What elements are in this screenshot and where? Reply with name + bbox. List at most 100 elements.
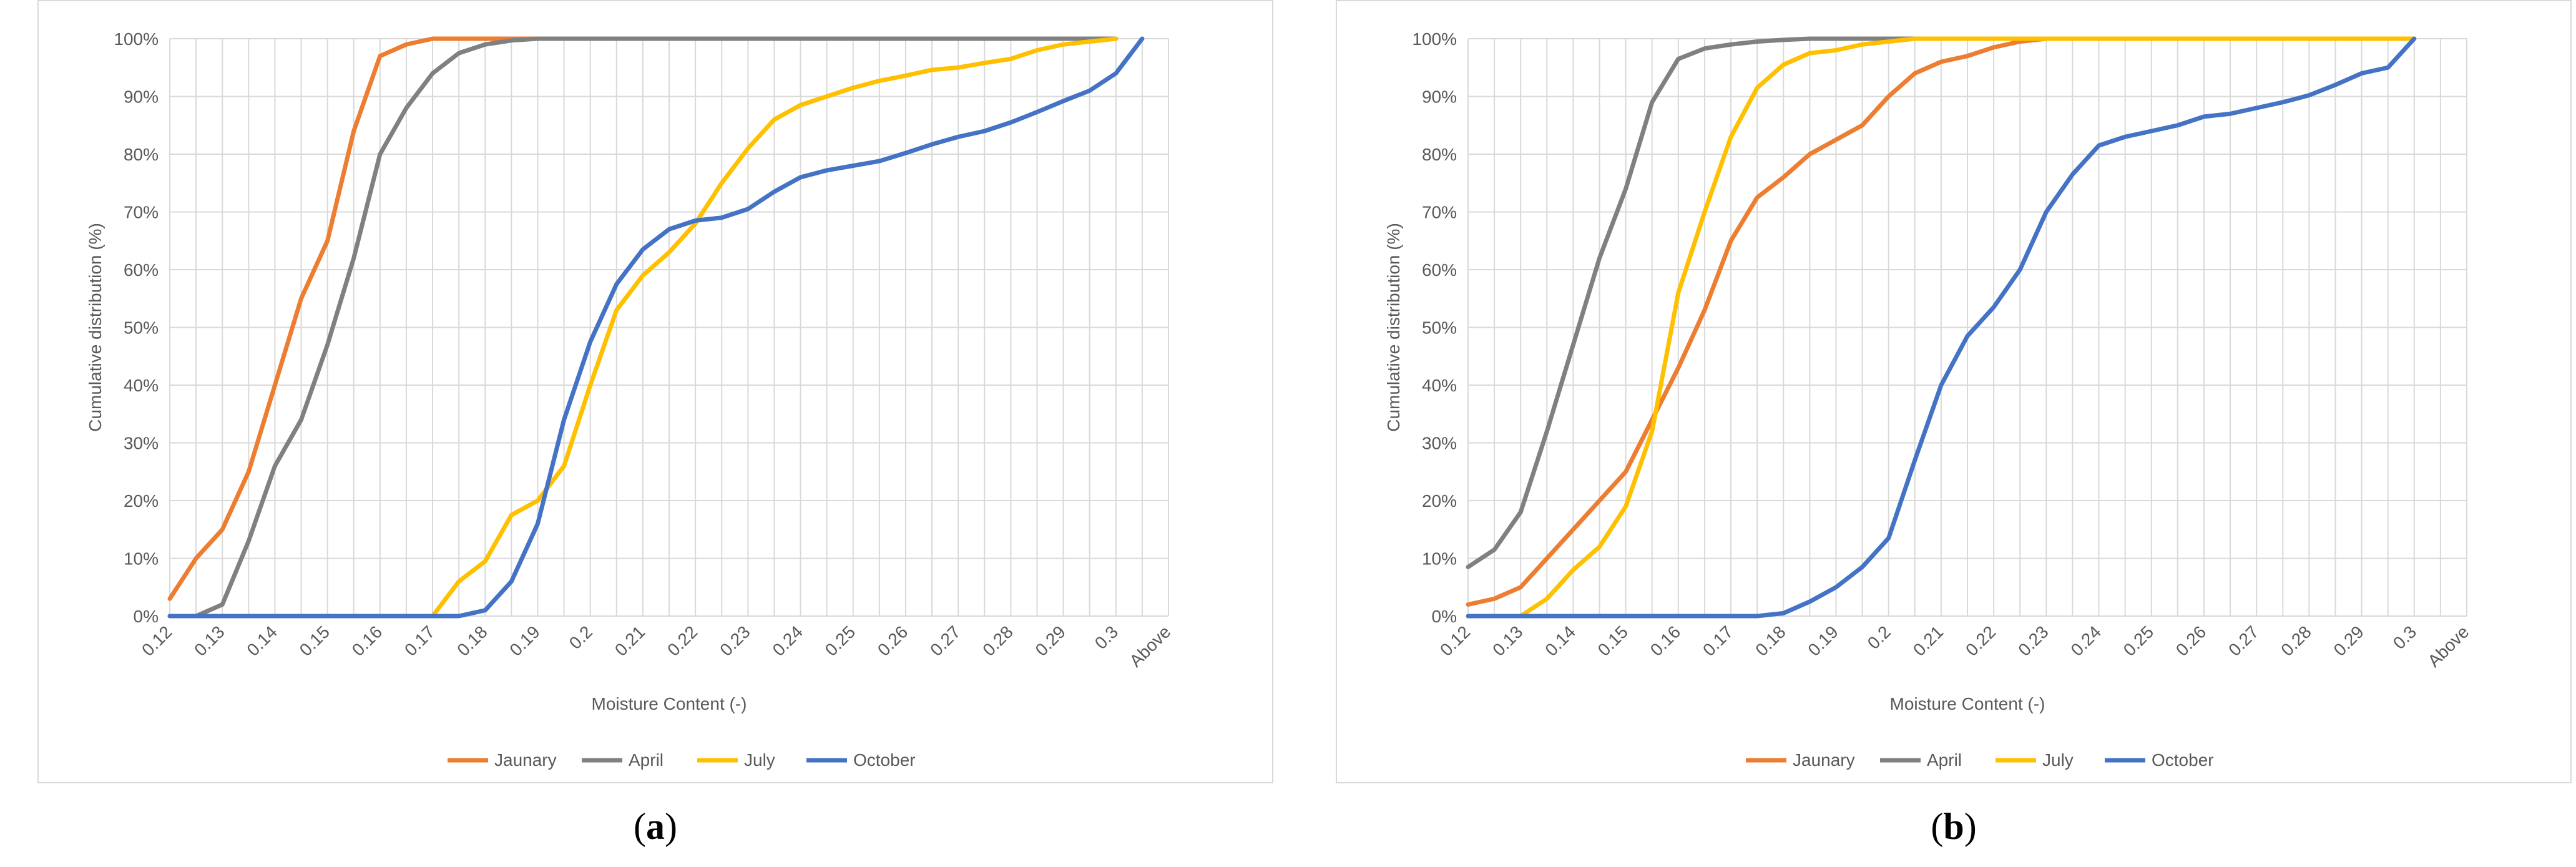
legend-item-jaunary: Jaunary	[1746, 750, 1855, 770]
x-tick-label: 0.12	[138, 622, 175, 660]
legend-label: April	[629, 750, 664, 770]
x-tick-label: 0.15	[296, 622, 333, 660]
series-line-july	[1466, 36, 2417, 619]
y-tick-label: 30%	[124, 434, 159, 453]
y-tick-label: 0%	[1432, 607, 1457, 626]
chart-panel-b: 0% 10% 20% 30% 40% 50% 60% 70% 80% 90% 100% 0.12 0.1…	[1336, 0, 2572, 867]
y-tick-label: 80%	[124, 145, 159, 164]
y-tick-label: 60%	[1422, 260, 1457, 280]
x-tick-label: 0.29	[2330, 622, 2368, 660]
line-chart-a: 0% 10% 20% 30% 40% 50% 60% 70% 80% 90% 100% 0.12 0.1…	[37, 0, 1273, 783]
x-tick-label: 0.3	[1091, 622, 1122, 653]
x-tick-label: 0.13	[1489, 622, 1526, 660]
y-tick-label: 60%	[124, 260, 159, 280]
x-axis-title: Moisture Content (-)	[1890, 694, 2045, 713]
y-tick-label: 100%	[1412, 29, 1457, 49]
y-tick-label: 70%	[124, 203, 159, 222]
gridlines	[169, 38, 1169, 617]
series-line-october	[167, 36, 1145, 619]
x-tick-label: 0.12	[1436, 622, 1474, 660]
y-tick-label: 10%	[1422, 549, 1457, 569]
x-tick-label: 0.24	[769, 622, 806, 660]
x-tick-label: 0.27	[926, 622, 964, 660]
panel-label-letter: b	[1943, 806, 1964, 847]
x-tick-label: 0.16	[1647, 622, 1684, 660]
y-tick-label: 40%	[1422, 376, 1457, 395]
x-tick-label: 0.27	[2225, 622, 2262, 660]
x-tick-label: 0.28	[2277, 622, 2314, 660]
x-tick-label: 0.25	[2120, 622, 2157, 660]
x-tick-label: 0.21	[611, 622, 649, 660]
legend-label: July	[2042, 750, 2074, 770]
legend-item-jaunary: Jaunary	[448, 750, 557, 770]
x-tick-label: 0.22	[664, 622, 701, 660]
legend-item-october: October	[2105, 750, 2214, 770]
panel-label-open: (	[1931, 806, 1944, 847]
x-tick-label: 0.21	[1909, 622, 1947, 660]
x-tick-label: 0.2	[1864, 622, 1894, 653]
y-tick-label: 90%	[1422, 87, 1457, 107]
legend-label: April	[1927, 750, 1962, 770]
chart-panel-a: 0% 10% 20% 30% 40% 50% 60% 70% 80% 90% 100% 0.12 0.1…	[37, 0, 1273, 867]
x-tick-label: Above	[2424, 622, 2472, 671]
panel-label-b: (b)	[1336, 805, 2572, 848]
panel-label-letter: a	[646, 806, 665, 847]
y-tick-label: 30%	[1422, 434, 1457, 453]
x-tick-label: 0.26	[874, 622, 911, 660]
x-tick-label: 0.2	[566, 622, 596, 653]
legend-item-july: July	[697, 750, 775, 770]
y-tick-label: 50%	[1422, 318, 1457, 338]
y-tick-label: 50%	[124, 318, 159, 338]
legend-label: October	[2152, 750, 2214, 770]
legend-label: Jaunary	[1793, 750, 1855, 770]
legend-label: October	[853, 750, 916, 770]
series-line-april	[167, 36, 1119, 619]
y-tick-label: 70%	[1422, 203, 1457, 222]
x-tick-label: 0.14	[243, 622, 280, 660]
y-axis-title: Cumulative distribution (%)	[86, 223, 105, 432]
x-tick-label: 0.22	[1962, 622, 1999, 660]
y-tick-label: 0%	[134, 607, 159, 626]
legend-item-october: October	[806, 750, 916, 770]
y-tick-label: 20%	[124, 491, 159, 511]
y-tick-label: 40%	[124, 376, 159, 395]
y-tick-label: 20%	[1422, 491, 1457, 511]
x-tick-label: 0.26	[2172, 622, 2210, 660]
x-tick-label: Above	[1125, 622, 1174, 671]
y-tick-label: 10%	[124, 549, 159, 569]
x-tick-label: 0.23	[2014, 622, 2052, 660]
y-axis-title: Cumulative distribution (%)	[1384, 223, 1403, 432]
x-tick-label: 0.19	[506, 622, 543, 660]
y-tick-label: 100%	[114, 29, 159, 49]
x-tick-label: 0.24	[2067, 622, 2105, 660]
x-tick-label: 0.25	[821, 622, 859, 660]
x-tick-label: 0.19	[1804, 622, 1841, 660]
y-tick-label: 90%	[124, 87, 159, 107]
line-chart-b: 0% 10% 20% 30% 40% 50% 60% 70% 80% 90% 100% 0.12 0.1…	[1336, 0, 2572, 783]
x-tick-label: 0.16	[348, 622, 386, 660]
x-tick-label: 0.15	[1594, 622, 1632, 660]
x-tick-label: 0.29	[1032, 622, 1069, 660]
y-tick-label: 80%	[1422, 145, 1457, 164]
legend-label: July	[744, 750, 775, 770]
x-tick-label: 0.28	[979, 622, 1016, 660]
panel-label-a: (a)	[37, 805, 1273, 848]
x-tick-label: 0.13	[190, 622, 228, 660]
legend-item-april: April	[1880, 750, 1962, 770]
x-tick-label: 0.17	[1699, 622, 1736, 660]
x-tick-label: 0.18	[453, 622, 491, 660]
x-tick-label: 0.18	[1751, 622, 1789, 660]
x-tick-label: 0.17	[401, 622, 438, 660]
panel-label-close: )	[1964, 806, 1977, 847]
x-axis-title: Moisture Content (-)	[592, 694, 747, 713]
x-tick-label: 0.23	[716, 622, 753, 660]
series-line-october	[1466, 36, 2417, 619]
legend-item-april: April	[582, 750, 664, 770]
x-tick-label: 0.14	[1541, 622, 1579, 660]
panel-label-close: )	[665, 806, 677, 847]
gridlines	[1467, 38, 2467, 617]
legend-item-july: July	[1996, 750, 2074, 770]
x-tick-label: 0.3	[2389, 622, 2420, 653]
panel-label-open: (	[634, 806, 646, 847]
legend-label: Jaunary	[494, 750, 557, 770]
